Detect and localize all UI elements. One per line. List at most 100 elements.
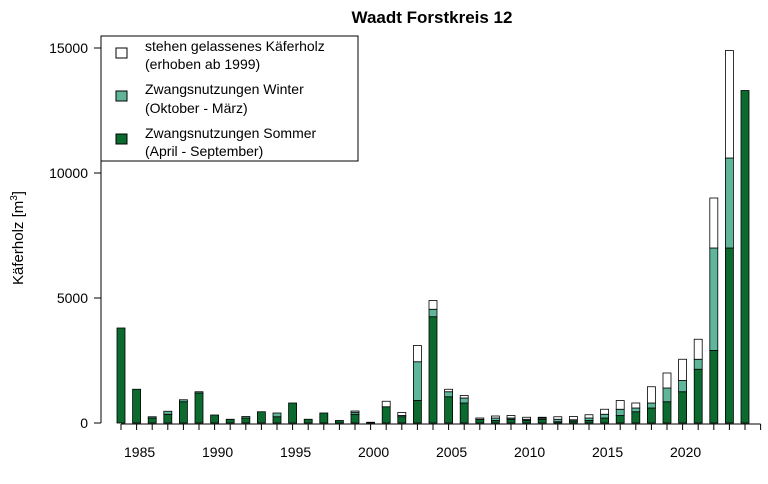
bar-summer-2023 <box>725 247 734 424</box>
bar-winter-2022 <box>709 247 719 351</box>
bar-standing-2008 <box>490 415 500 419</box>
y-axis: 0 5000 10000 15000 <box>49 40 102 431</box>
bar-standing-2007 <box>475 417 485 420</box>
bar-summer-1993 <box>256 411 266 424</box>
bar-standing-2021 <box>693 338 703 360</box>
bar-winter-2023 <box>725 157 734 249</box>
bar-summer-2009 <box>506 418 516 424</box>
bar-summer-2022 <box>709 350 719 424</box>
bar-standing-2018 <box>647 386 656 404</box>
bar-summer-1985 <box>132 388 142 424</box>
legend-swatch-summer <box>115 133 128 145</box>
bar-standing-2002 <box>397 412 407 416</box>
legend-swatch-standing <box>115 47 128 59</box>
legend-label-summer: Zwangsnutzungen Sommer <box>145 125 317 141</box>
y-tick-label: 15000 <box>49 40 88 56</box>
bar-winter-1987 <box>163 410 173 415</box>
bar-summer-1991 <box>225 418 235 424</box>
bar-summer-1995 <box>288 402 298 424</box>
bar-summer-2005 <box>444 396 454 424</box>
bar-winter-1988 <box>178 399 188 403</box>
bar-summer-2004 <box>428 316 438 424</box>
bar-winter-2003 <box>412 361 422 401</box>
bar-summer-1984 <box>116 327 126 424</box>
bar-winter-2017 <box>631 407 641 413</box>
bar-summer-2018 <box>647 407 656 424</box>
bar-standing-1999 <box>350 410 360 413</box>
bar-standing-2014 <box>584 414 594 419</box>
bar-summer-2021 <box>693 368 703 424</box>
bar-standing-2019 <box>662 372 672 389</box>
bar-standing-2020 <box>678 358 687 381</box>
y-tick-label: 5000 <box>57 290 88 306</box>
x-tick-label: 2000 <box>358 444 389 460</box>
bar-winter-1994 <box>272 412 282 418</box>
legend-sublabel-summer: (April - September) <box>145 143 263 159</box>
bar-winter-2021 <box>693 358 703 370</box>
x-tick-label: 2005 <box>436 444 467 460</box>
bar-summer-2011 <box>537 418 547 424</box>
x-tick-label: 2020 <box>670 444 701 460</box>
bars <box>116 50 750 424</box>
bar-standing-2023 <box>725 50 734 159</box>
bar-summer-1997 <box>319 412 329 424</box>
legend-box <box>100 35 359 162</box>
bar-summer-2003 <box>412 400 422 424</box>
bar-summer-1986 <box>147 417 157 424</box>
bar-standing-2015 <box>600 408 609 415</box>
bar-standing-2006 <box>459 395 469 399</box>
x-axis: 1985 1990 1995 2000 2005 2010 2015 2020 <box>120 423 762 460</box>
bar-winter-2020 <box>678 380 687 393</box>
legend-label-standing: stehen gelassenes Käferholz <box>145 38 325 54</box>
bar-winter-2005 <box>444 391 454 398</box>
bar-standing-2012 <box>553 416 563 420</box>
y-axis-label-superscript: 3 <box>9 195 20 201</box>
legend-swatch-winter <box>115 90 128 102</box>
bar-standing-2013 <box>569 416 578 421</box>
bar-summer-2017 <box>631 411 641 424</box>
bar-standing-2011 <box>537 416 547 419</box>
y-axis-label: Käferholz [m3] <box>9 191 27 285</box>
x-tick-label: 1990 <box>202 444 233 460</box>
bar-summer-1987 <box>163 413 173 424</box>
bar-winter-2019 <box>662 387 672 403</box>
bar-summer-2006 <box>459 402 469 424</box>
legend: stehen gelassenes Käferholz (erhoben ab … <box>100 35 359 162</box>
bar-summer-2024 <box>740 90 750 424</box>
bar-standing-2016 <box>615 400 625 410</box>
x-tick-label: 1985 <box>124 444 155 460</box>
bar-summer-1990 <box>210 414 220 424</box>
bar-winter-2015 <box>600 413 609 419</box>
bar-summer-2019 <box>662 401 672 424</box>
bar-standing-2004 <box>428 300 438 310</box>
x-tick-label: 2015 <box>592 444 623 460</box>
x-tick-label: 2010 <box>514 444 545 460</box>
bar-summer-2016 <box>615 415 625 424</box>
bar-winter-2006 <box>459 397 469 404</box>
bar-winter-1989 <box>194 391 204 394</box>
x-tick-label: 1995 <box>280 444 311 460</box>
bar-standing-2017 <box>631 402 641 409</box>
bar-standing-2010 <box>522 416 531 420</box>
bar-winter-2018 <box>647 402 656 409</box>
bar-summer-1998 <box>334 420 344 424</box>
bar-standing-2001 <box>381 400 391 408</box>
bar-summer-2015 <box>600 417 609 424</box>
bar-summer-1994 <box>272 416 282 424</box>
bar-summer-2007 <box>475 418 485 424</box>
bar-winter-1992 <box>241 416 251 419</box>
bar-standing-2003 <box>412 345 422 363</box>
bar-summer-1989 <box>194 392 204 424</box>
bar-winter-2016 <box>615 408 625 416</box>
bar-summer-1988 <box>178 401 188 424</box>
chart-title: Waadt Forstkreis 12 <box>352 8 513 27</box>
legend-sublabel-winter: (Oktober - März) <box>145 100 248 116</box>
bar-summer-2002 <box>397 416 407 424</box>
bar-standing-2005 <box>444 388 454 393</box>
bar-winter-1986 <box>147 416 157 419</box>
bar-summer-1996 <box>303 418 313 424</box>
bar-summer-1992 <box>241 417 251 424</box>
legend-sublabel-standing: (erhoben ab 1999) <box>145 56 260 72</box>
bar-summer-1999 <box>350 413 360 424</box>
